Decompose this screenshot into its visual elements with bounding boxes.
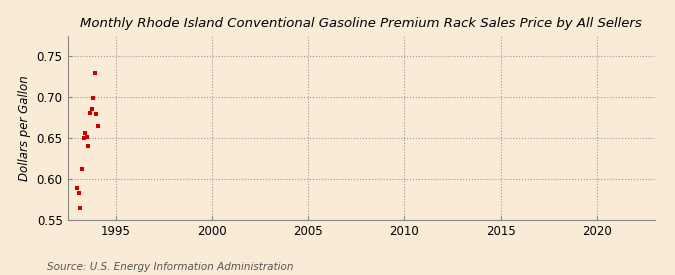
Point	[86, 106, 97, 111]
Y-axis label: Dollars per Gallon: Dollars per Gallon	[18, 75, 31, 181]
Point	[76, 167, 87, 171]
Point	[92, 124, 103, 128]
Point	[88, 96, 99, 100]
Point	[84, 111, 95, 115]
Point	[75, 205, 86, 210]
Text: Source: U.S. Energy Information Administration: Source: U.S. Energy Information Administ…	[47, 262, 294, 272]
Point	[89, 70, 100, 75]
Point	[80, 131, 90, 135]
Point	[74, 191, 84, 195]
Title: Monthly Rhode Island Conventional Gasoline Premium Rack Sales Price by All Selle: Monthly Rhode Island Conventional Gasoli…	[80, 17, 642, 31]
Point	[82, 135, 92, 139]
Point	[91, 111, 102, 116]
Point	[83, 144, 94, 148]
Point	[72, 186, 82, 190]
Point	[78, 136, 89, 140]
